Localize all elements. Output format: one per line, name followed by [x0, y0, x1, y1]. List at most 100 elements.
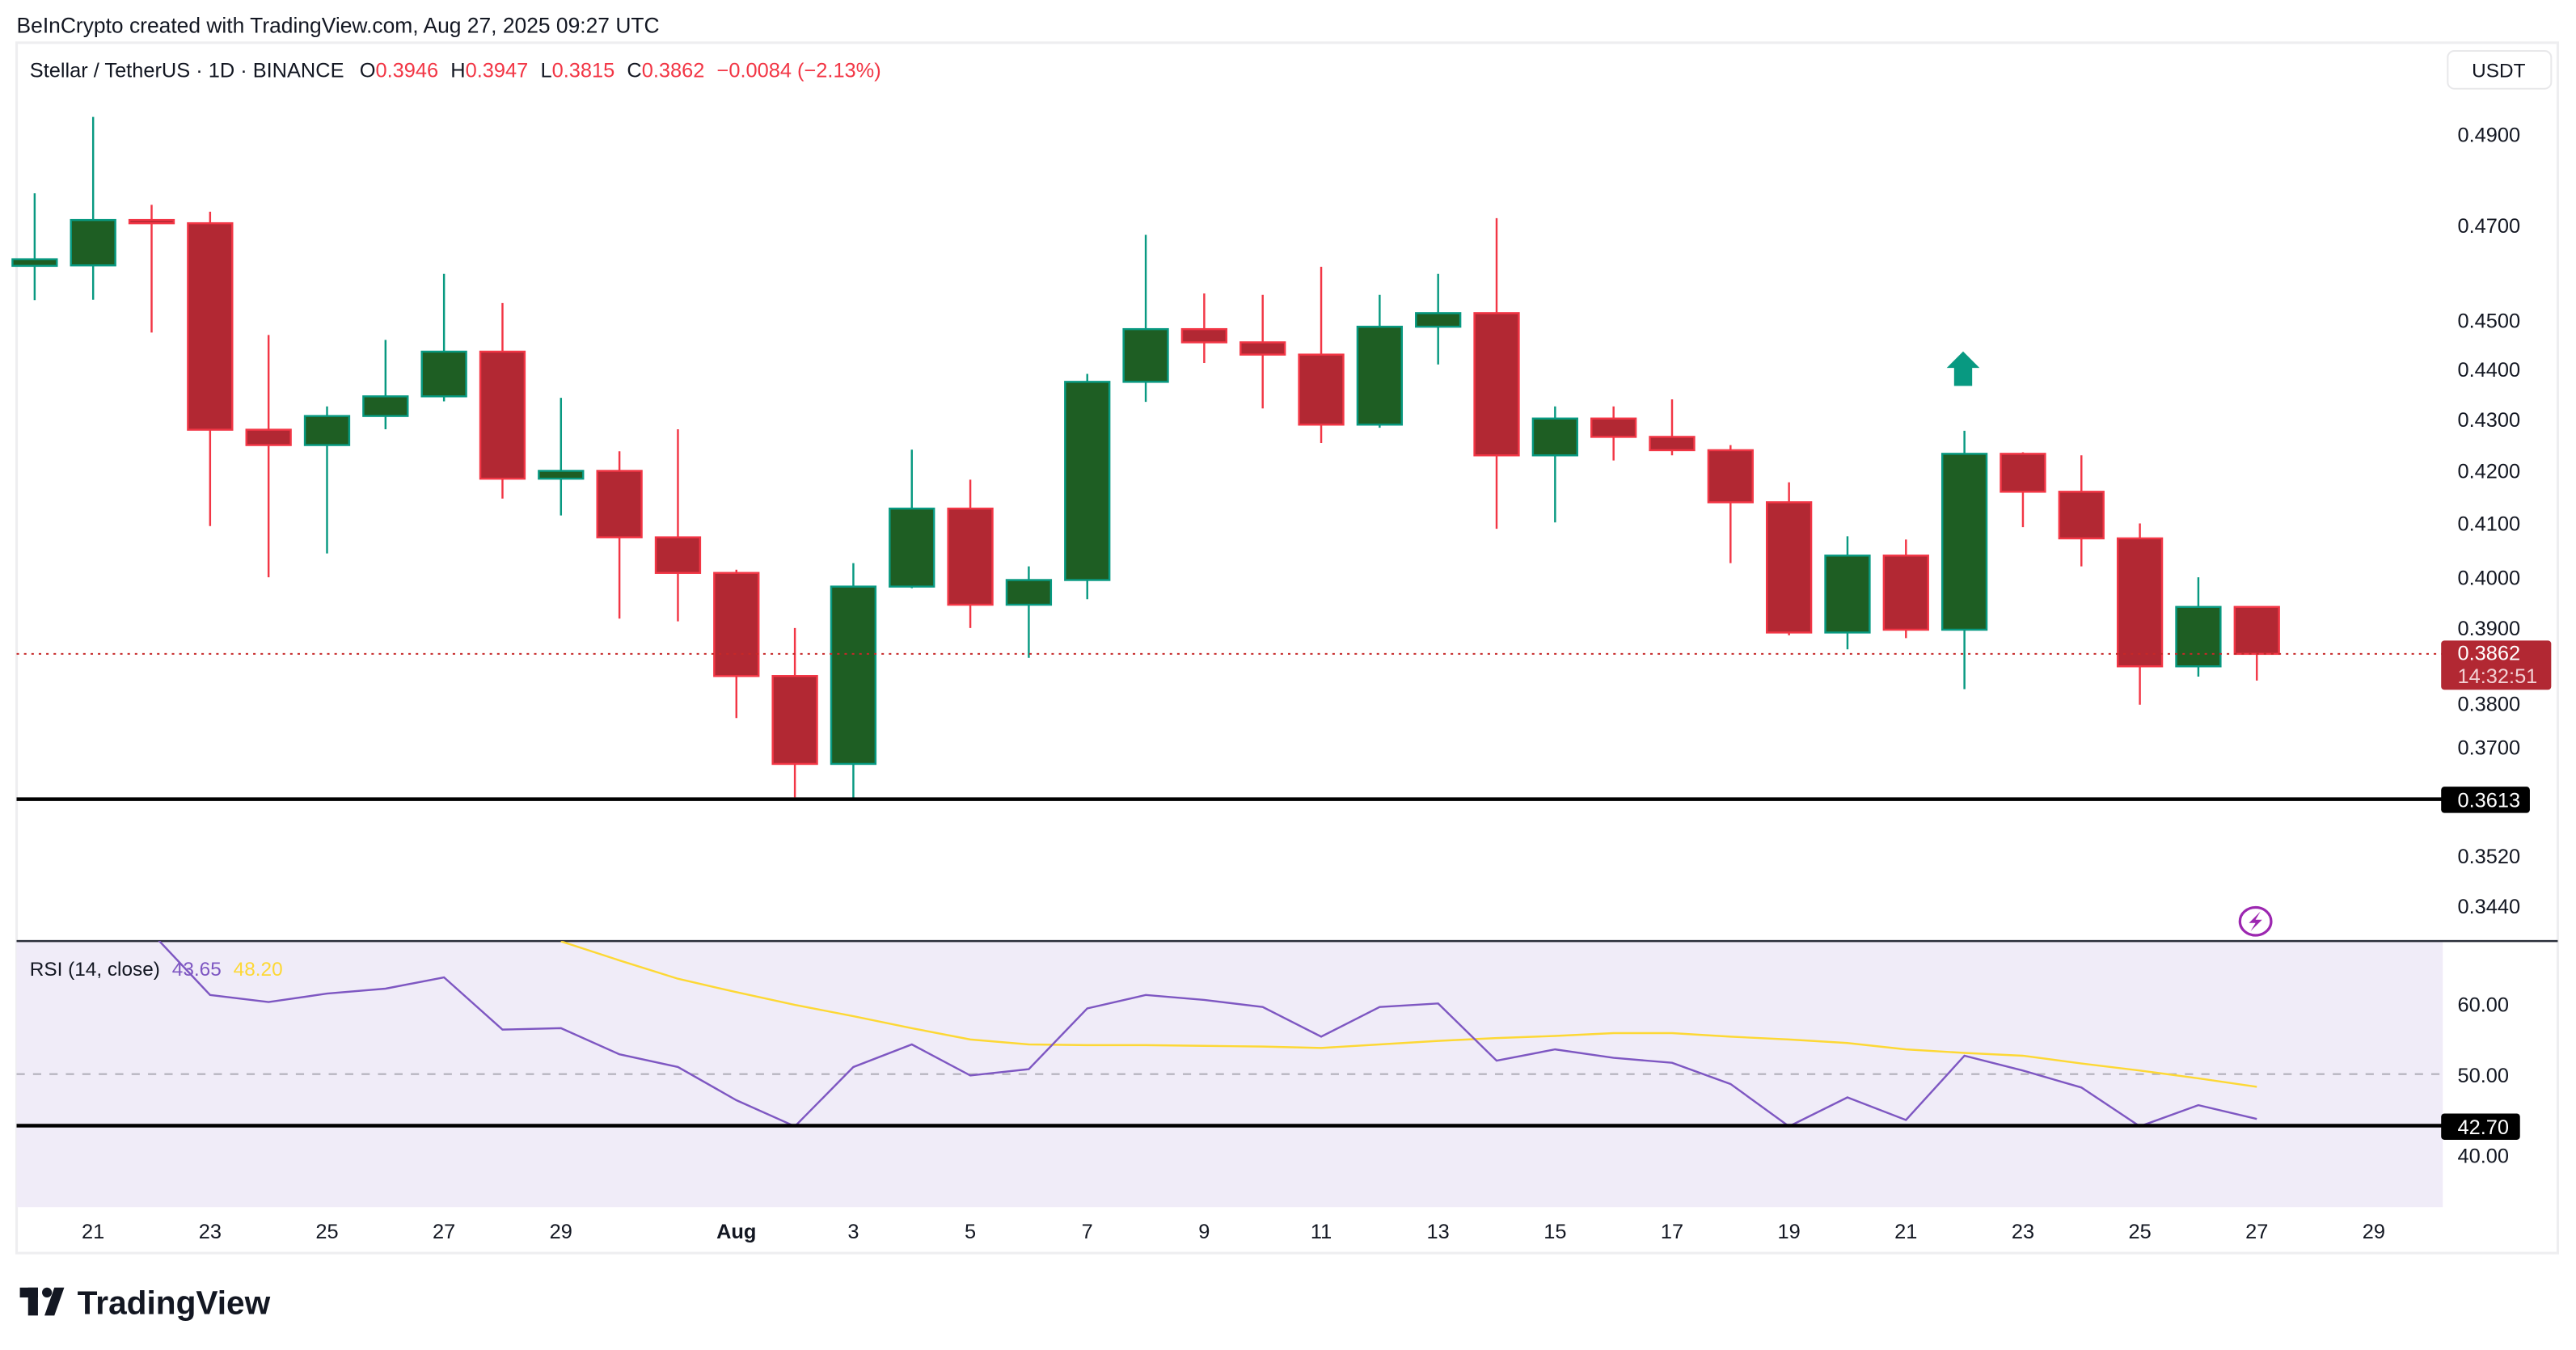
candle[interactable]: [1590, 406, 1637, 461]
price-tick: 0.4200: [2458, 461, 2521, 483]
candle-body: [947, 507, 994, 606]
candle[interactable]: [1649, 399, 1696, 456]
candle[interactable]: [1239, 294, 1286, 409]
candle-body: [2000, 453, 2046, 493]
candle[interactable]: [654, 428, 702, 622]
candle-body: [1473, 312, 1520, 457]
candle[interactable]: [128, 205, 175, 333]
candle[interactable]: [1824, 536, 1871, 650]
candle[interactable]: [1940, 430, 1988, 690]
candle[interactable]: [2058, 455, 2105, 567]
rsi-tick-60: 60.00: [2458, 994, 2510, 1016]
candle[interactable]: [1298, 267, 1345, 444]
price-tick: 0.4300: [2458, 409, 2521, 432]
rsi-tick-40: 40.00: [2458, 1145, 2510, 1167]
rsi-line: [158, 941, 2257, 1128]
candle-body: [303, 415, 351, 446]
candle-body: [1824, 555, 1871, 634]
time-tick: 29: [2363, 1221, 2385, 1243]
candle[interactable]: [1707, 445, 1754, 563]
price-tick: 0.3700: [2458, 737, 2521, 760]
candle[interactable]: [2175, 577, 2222, 677]
candle-body: [889, 507, 935, 588]
candles-layer: [11, 116, 2280, 800]
candle[interactable]: [187, 211, 234, 526]
candle-body: [654, 536, 702, 574]
candle[interactable]: [713, 569, 760, 719]
support-price-label: 0.3613: [2458, 790, 2521, 812]
candle[interactable]: [362, 340, 409, 429]
candle[interactable]: [303, 406, 351, 554]
candle-body: [1531, 417, 1578, 457]
candle-body: [713, 572, 760, 677]
time-tick: 5: [965, 1221, 976, 1243]
price-tick: 0.4100: [2458, 513, 2521, 536]
candle[interactable]: [420, 273, 467, 402]
candle[interactable]: [1356, 294, 1404, 428]
rsi-ma-value: 48.20: [234, 959, 283, 981]
candle[interactable]: [596, 451, 643, 619]
candle[interactable]: [479, 302, 526, 499]
candle[interactable]: [70, 116, 116, 300]
price-tick: 0.3440: [2458, 896, 2521, 918]
candle[interactable]: [947, 479, 994, 628]
candle[interactable]: [889, 449, 935, 589]
candle[interactable]: [1005, 566, 1053, 658]
currency-button[interactable]: USDT: [2447, 49, 2553, 90]
candle-body: [1239, 341, 1286, 356]
candle-body: [1064, 381, 1111, 581]
candle[interactable]: [1415, 273, 1462, 365]
time-tick: 23: [199, 1221, 222, 1243]
candle-body: [1766, 501, 1813, 634]
price-axis[interactable]: 0.4900 0.4700 0.4500 0.4400 0.4300 0.4200 0.41…: [2458, 124, 2521, 918]
candle-body: [1180, 327, 1228, 344]
symbol-label: Stellar / TetherUS · 1D · BINANCE: [30, 59, 344, 82]
candle-body: [362, 395, 409, 417]
time-axis[interactable]: 21 23 25 27 29 Aug 3 5 7 9 11 13 15 17 19 21 23 25 27 29: [82, 1221, 2385, 1243]
last-price-badge: 0.3862 14:32:51: [2441, 640, 2552, 690]
candle[interactable]: [1766, 482, 1813, 635]
candle[interactable]: [1882, 539, 1929, 639]
candle[interactable]: [771, 627, 818, 798]
time-tick: 13: [1427, 1221, 1450, 1243]
close-label: C: [627, 59, 641, 82]
candle-body: [2116, 537, 2164, 668]
candle[interactable]: [2233, 605, 2280, 681]
time-tick: 27: [433, 1221, 455, 1243]
attribution-text: BeInCrypto created with TradingView.com,…: [17, 14, 660, 38]
candle[interactable]: [245, 335, 292, 578]
candle[interactable]: [830, 563, 877, 800]
candle-body: [830, 585, 877, 766]
candle[interactable]: [1531, 406, 1578, 523]
candle-body: [128, 218, 175, 225]
candle[interactable]: [538, 398, 585, 516]
candle[interactable]: [1122, 234, 1169, 403]
candle[interactable]: [1180, 293, 1228, 364]
candle-body: [1590, 417, 1637, 438]
time-tick: 23: [2012, 1221, 2034, 1243]
candle[interactable]: [2116, 523, 2164, 705]
candle[interactable]: [2000, 452, 2046, 528]
lightning-icon[interactable]: [2238, 905, 2273, 937]
candle-body: [11, 258, 58, 268]
candle[interactable]: [11, 193, 58, 301]
tradingview-logo-icon: [19, 1287, 65, 1316]
time-tick: 17: [1661, 1221, 1683, 1243]
candle[interactable]: [1473, 217, 1520, 529]
candle-body: [2233, 605, 2280, 656]
price-tick: 0.3800: [2458, 694, 2521, 716]
last-price-label: 0.3862: [2458, 643, 2521, 665]
candle[interactable]: [1064, 373, 1111, 600]
time-tick: 25: [2128, 1221, 2151, 1243]
rsi-support-badge: 42.70: [2441, 1113, 2520, 1140]
rsi-title: RSI (14, close): [30, 959, 160, 981]
high-label: H: [450, 59, 465, 82]
tradingview-logo[interactable]: TradingView: [19, 1284, 271, 1321]
time-tick: 21: [1894, 1221, 1917, 1243]
open-label: O: [360, 59, 376, 82]
candle-body: [187, 221, 234, 431]
low-label: L: [540, 59, 551, 82]
time-tick: 29: [550, 1221, 572, 1243]
rsi-tick-50: 50.00: [2458, 1065, 2510, 1087]
